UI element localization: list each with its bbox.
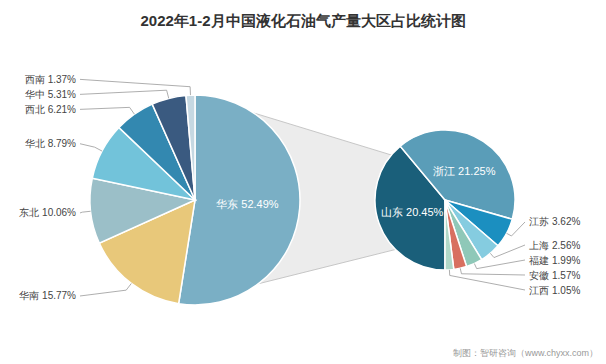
data-label: 华南15.77%	[19, 290, 76, 301]
data-label-value: 10.06%	[42, 207, 76, 218]
data-label-value: 8.79%	[48, 138, 76, 149]
data-label: 江苏3.62%	[529, 216, 580, 227]
leader-line	[80, 107, 134, 114]
data-label-value: 1.37%	[48, 74, 76, 85]
data-label-category: 浙江	[433, 165, 455, 177]
slice	[445, 200, 454, 270]
data-label: 山东20.45%	[381, 206, 444, 218]
leader-line	[80, 144, 102, 151]
data-label: 浙江21.25%	[433, 165, 496, 177]
data-label-category: 华中	[25, 89, 45, 100]
data-label-value: 5.31%	[48, 89, 76, 100]
data-labels: 华东52.49%西南1.37%华中5.31%西北6.21%华北8.79%东北10…	[19, 74, 279, 302]
data-label-value: 1.05%	[552, 285, 580, 296]
data-label-value: 2.56%	[552, 240, 580, 251]
data-label: 华北8.79%	[25, 138, 76, 149]
data-label: 上海2.56%	[529, 240, 580, 251]
leader-line	[507, 222, 525, 236]
data-label-value: 15.77%	[42, 290, 76, 301]
data-label-category: 上海	[529, 240, 549, 251]
data-label-value: 21.25%	[458, 165, 496, 177]
data-label-category: 福建	[529, 255, 549, 266]
data-label: 东北10.06%	[19, 207, 76, 218]
leader-line	[80, 90, 169, 98]
chart-title: 2022年1-2月中国液化石油气产量大区占比统计图	[140, 12, 465, 29]
data-label: 江西1.05%	[529, 285, 580, 296]
data-label-category: 西南	[25, 74, 45, 85]
data-label-category: 华南	[19, 290, 39, 301]
data-label-category: 江苏	[529, 216, 549, 227]
data-label-value: 3.62%	[552, 216, 580, 227]
pie-0: 华东52.49%西南1.37%华中5.31%西北6.21%华北8.79%东北10…	[19, 74, 300, 305]
data-label-value: 20.45%	[406, 206, 444, 218]
slice	[179, 95, 300, 305]
data-label-category: 东北	[19, 207, 39, 218]
data-label-value: 1.57%	[552, 270, 580, 281]
data-label: 华东52.49%	[216, 198, 279, 210]
leader-line	[80, 211, 91, 213]
data-label-category: 华东	[216, 198, 238, 210]
pie-1: 山东20.45%浙江21.25%江苏3.62%上海2.56%福建1.99%安徽1…	[375, 130, 580, 295]
data-label: 西北6.21%	[25, 104, 76, 115]
leader-line	[80, 283, 131, 296]
data-label: 安徽1.57%	[529, 270, 580, 281]
data-label-value: 52.49%	[241, 198, 279, 210]
slice	[445, 200, 467, 269]
data-label-category: 华北	[25, 138, 45, 149]
leader-line	[449, 270, 525, 290]
leader-line	[80, 79, 190, 95]
leader-line	[474, 260, 525, 269]
chart-container: 华东52.49%西南1.37%华中5.31%西北6.21%华北8.79%东北10…	[0, 0, 606, 364]
data-labels: 山东20.45%浙江21.25%江苏3.62%上海2.56%福建1.99%安徽1…	[381, 165, 581, 296]
data-label-category: 山东	[381, 206, 403, 218]
leader-line	[490, 245, 525, 258]
data-label: 华中5.31%	[25, 89, 76, 100]
slice	[152, 95, 195, 200]
slices	[90, 95, 300, 305]
data-label-category: 安徽	[529, 270, 549, 281]
data-label-category: 江西	[529, 285, 549, 296]
data-label: 福建1.99%	[529, 255, 580, 266]
leader-line	[460, 268, 525, 275]
slices	[375, 130, 515, 270]
slice	[186, 95, 195, 200]
footer-note: 制图：智研咨询（www.chyxx.com）	[453, 348, 598, 358]
chart-svg: 华东52.49%西南1.37%华中5.31%西北6.21%华北8.79%东北10…	[0, 0, 606, 364]
data-label: 西南1.37%	[25, 74, 76, 85]
data-label-value: 1.99%	[552, 255, 580, 266]
data-label-category: 西北	[25, 104, 45, 115]
data-label-value: 6.21%	[48, 104, 76, 115]
